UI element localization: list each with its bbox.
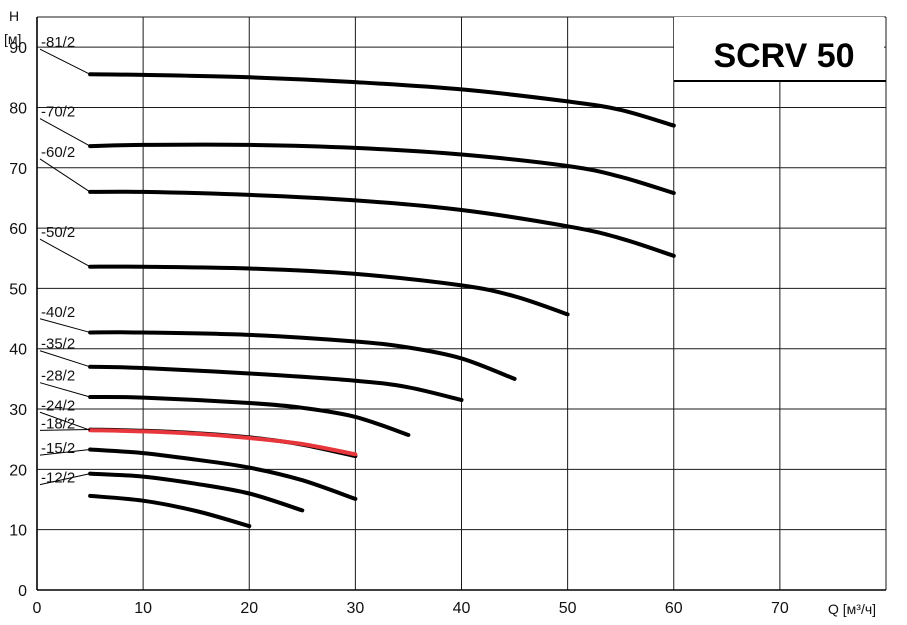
label-50-2: -50/2 bbox=[41, 224, 75, 241]
y-tick-label: 20 bbox=[9, 462, 27, 479]
curve-70-2 bbox=[88, 142, 676, 196]
label-40-2: -40/2 bbox=[41, 304, 75, 321]
x-tick-label: 30 bbox=[346, 600, 364, 617]
grid-lines bbox=[37, 16, 887, 590]
y-tick-label: 30 bbox=[9, 402, 27, 419]
label-18-2: -18/2 bbox=[41, 415, 75, 432]
label-24-2: -24/2 bbox=[41, 397, 75, 414]
y-axis-unit: [м] bbox=[4, 31, 21, 47]
leader-line-24-2 bbox=[39, 411, 91, 431]
x-tick-label: 60 bbox=[665, 600, 683, 617]
chart-title: SCRV 50 bbox=[713, 37, 854, 75]
leader-line-81-2 bbox=[39, 48, 91, 75]
leader-line-60-2 bbox=[39, 158, 91, 193]
leader-line-35-2 bbox=[39, 350, 91, 368]
curve-81-2 bbox=[88, 72, 676, 128]
label-60-2: -60/2 bbox=[41, 144, 75, 161]
x-tick-label: 40 bbox=[453, 600, 471, 617]
y-tick-label: 80 bbox=[9, 100, 27, 117]
leader-line-70-2 bbox=[39, 118, 91, 147]
curve-unlabeled bbox=[88, 493, 252, 529]
leader-line-15-2 bbox=[39, 448, 91, 456]
x-tick-label: 50 bbox=[559, 600, 577, 617]
label-15-2: -15/2 bbox=[41, 440, 75, 457]
title-box-mask bbox=[674, 17, 884, 81]
x-axis-title: Q [м³/ч] bbox=[828, 601, 876, 617]
curve-28-2 bbox=[88, 394, 411, 437]
label-35-2: -35/2 bbox=[41, 336, 75, 353]
x-tick-label: 10 bbox=[134, 600, 152, 617]
curve-35-2 bbox=[88, 364, 464, 402]
leader-line-50-2 bbox=[39, 238, 91, 268]
y-axis-title: H bbox=[9, 8, 19, 24]
label-28-2: -28/2 bbox=[41, 368, 75, 385]
leader-line-12-2 bbox=[39, 473, 91, 486]
performance-curves bbox=[88, 72, 676, 529]
label-70-2: -70/2 bbox=[41, 104, 75, 121]
y-tick-label: 50 bbox=[9, 281, 27, 298]
x-tick-label: 70 bbox=[771, 600, 789, 617]
y-tick-label: 90 bbox=[9, 40, 27, 57]
curve-15-2 bbox=[88, 447, 358, 501]
leader-line-18-2 bbox=[39, 429, 91, 431]
curve-40-2 bbox=[88, 330, 517, 381]
y-tick-label: 0 bbox=[18, 583, 27, 600]
y-tick-label: 70 bbox=[9, 161, 27, 178]
y-tick-label: 10 bbox=[9, 523, 27, 540]
curve-12-2 bbox=[88, 471, 305, 513]
y-tick-label: 60 bbox=[9, 221, 27, 238]
curve-labels: -81/2 -70/2 -60/2 -50/2 -40/2 -35/2 -28/2 -24/2… bbox=[39, 34, 91, 487]
curve-60-2 bbox=[88, 189, 676, 258]
curve-50-2 bbox=[88, 264, 570, 317]
x-tick-label: 0 bbox=[33, 600, 42, 617]
leader-line-40-2 bbox=[39, 318, 91, 333]
axes bbox=[36, 17, 886, 591]
tick-labels: 0 10 20 30 40 50 60 70 0 10 20 30 40 50 60 70 80 90 bbox=[9, 40, 789, 617]
y-tick-label: 40 bbox=[9, 342, 27, 359]
curve-24-2 bbox=[88, 428, 358, 457]
x-tick-label: 20 bbox=[240, 600, 258, 617]
label-81-2: -81/2 bbox=[41, 34, 75, 51]
leader-line-28-2 bbox=[39, 382, 91, 398]
